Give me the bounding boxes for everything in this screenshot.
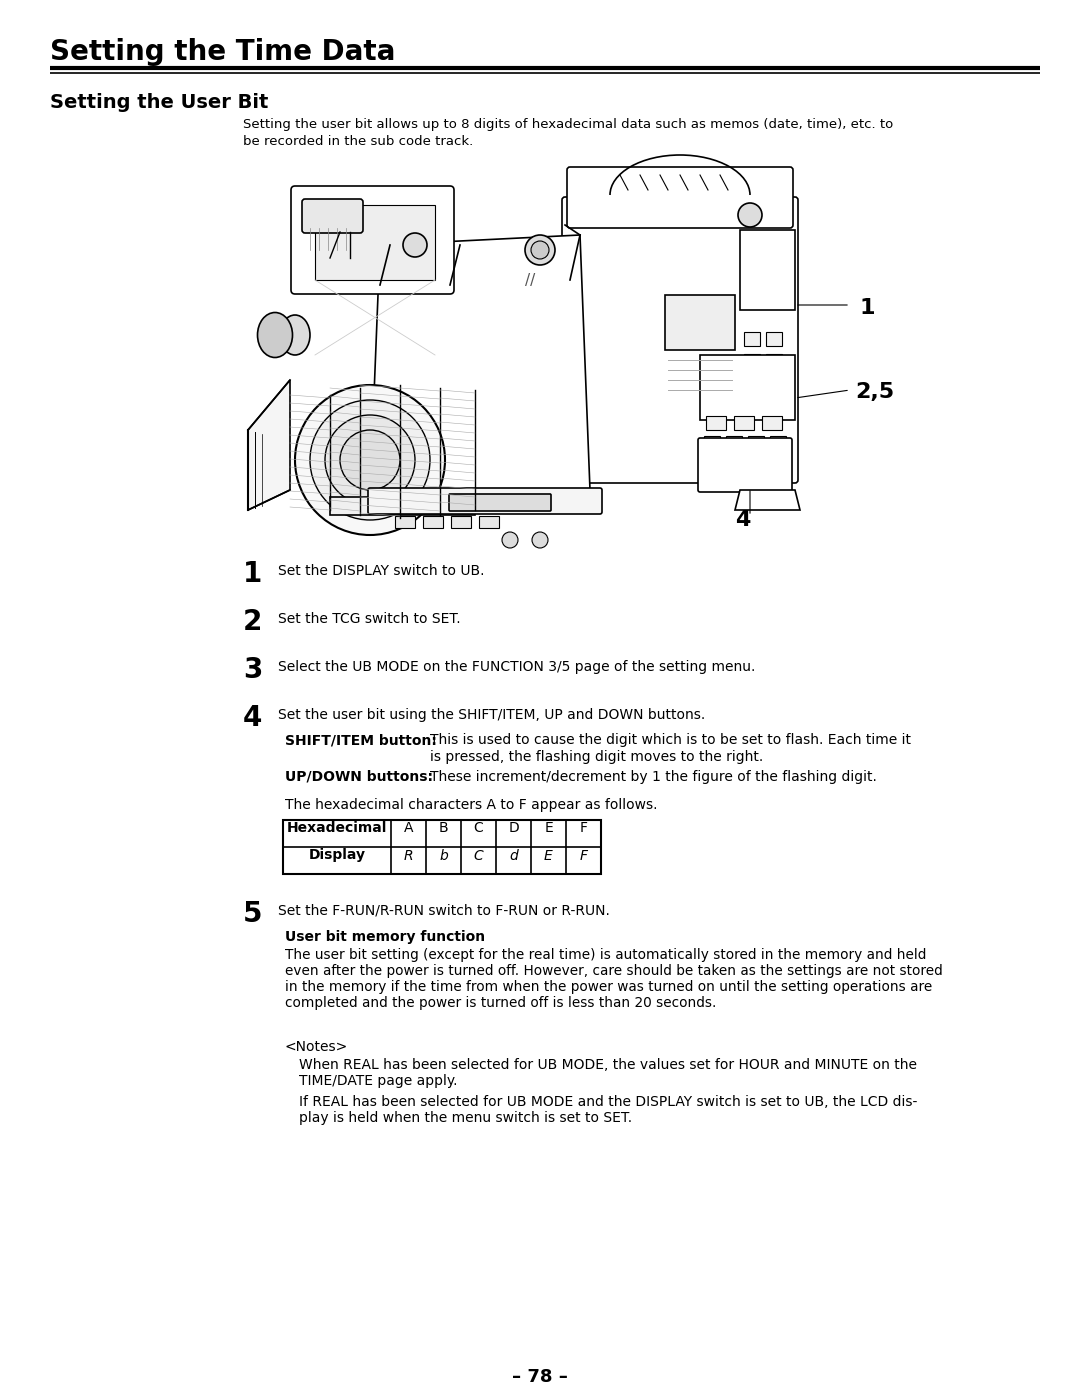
Text: C: C	[474, 848, 484, 862]
Ellipse shape	[280, 314, 310, 355]
Circle shape	[502, 532, 518, 548]
Text: User bit memory function: User bit memory function	[285, 930, 485, 944]
Text: 3: 3	[243, 657, 262, 685]
Bar	[744, 376, 760, 390]
Text: E: E	[544, 821, 553, 835]
FancyBboxPatch shape	[562, 197, 798, 483]
Bar	[700, 355, 795, 420]
Text: R: R	[404, 848, 414, 862]
Text: 5: 5	[243, 900, 262, 928]
Text: play is held when the menu switch is set to SET.: play is held when the menu switch is set…	[299, 1111, 632, 1125]
FancyBboxPatch shape	[449, 495, 551, 511]
Text: d: d	[509, 848, 518, 862]
Text: Set the TCG switch to SET.: Set the TCG switch to SET.	[278, 612, 461, 626]
Bar	[706, 416, 726, 430]
Text: UP/DOWN buttons:: UP/DOWN buttons:	[285, 770, 433, 784]
Text: The user bit setting (except for the real time) is automatically stored in the m: The user bit setting (except for the rea…	[285, 949, 927, 963]
Text: 4: 4	[243, 704, 262, 732]
FancyBboxPatch shape	[698, 439, 792, 492]
Text: TIME/DATE page apply.: TIME/DATE page apply.	[299, 1074, 458, 1088]
Text: A: A	[404, 821, 414, 835]
Text: Setting the Time Data: Setting the Time Data	[50, 38, 395, 66]
Text: F: F	[580, 821, 588, 835]
Bar	[744, 332, 760, 346]
FancyBboxPatch shape	[302, 198, 363, 233]
Circle shape	[531, 242, 549, 258]
Text: This is used to cause the digit which is to be set to flash. Each time it: This is used to cause the digit which is…	[430, 733, 912, 747]
Text: Set the F-RUN/R-RUN switch to F-RUN or R-RUN.: Set the F-RUN/R-RUN switch to F-RUN or R…	[278, 904, 610, 918]
Text: Setting the user bit allows up to 8 digits of hexadecimal data such as memos (da: Setting the user bit allows up to 8 digi…	[243, 117, 893, 131]
Bar	[480, 515, 499, 528]
Text: 1: 1	[243, 560, 262, 588]
Text: When REAL has been selected for UB MODE, the values set for HOUR and MINUTE on t: When REAL has been selected for UB MODE,…	[299, 1058, 917, 1071]
Bar	[744, 353, 760, 367]
Text: Set the DISPLAY switch to UB.: Set the DISPLAY switch to UB.	[278, 564, 485, 578]
Polygon shape	[735, 490, 800, 510]
Text: If REAL has been selected for UB MODE and the DISPLAY switch is set to UB, the L: If REAL has been selected for UB MODE an…	[299, 1095, 917, 1109]
Bar	[704, 436, 720, 450]
Text: be recorded in the sub code track.: be recorded in the sub code track.	[243, 136, 473, 148]
Bar	[762, 416, 782, 430]
Text: Hexadecimal: Hexadecimal	[287, 821, 388, 835]
Circle shape	[310, 400, 430, 520]
Text: These increment/decrement by 1 the figure of the flashing digit.: These increment/decrement by 1 the figur…	[430, 770, 877, 784]
Text: even after the power is turned off. However, care should be taken as the setting: even after the power is turned off. Howe…	[285, 964, 943, 978]
Text: Display: Display	[309, 848, 365, 862]
Circle shape	[738, 203, 762, 226]
Text: B: B	[438, 821, 448, 835]
Text: //: //	[525, 272, 535, 288]
Circle shape	[525, 235, 555, 265]
Text: D: D	[508, 821, 518, 835]
FancyBboxPatch shape	[291, 186, 454, 293]
Text: 2,5: 2,5	[855, 381, 894, 402]
Polygon shape	[248, 380, 291, 510]
Text: is pressed, the flashing digit moves to the right.: is pressed, the flashing digit moves to …	[430, 750, 764, 764]
Bar	[330, 497, 475, 515]
Text: 2: 2	[243, 608, 262, 636]
FancyBboxPatch shape	[567, 168, 793, 228]
Text: Setting the User Bit: Setting the User Bit	[50, 94, 268, 112]
Text: in the memory if the time from when the power was turned on until the setting op: in the memory if the time from when the …	[285, 981, 932, 995]
Bar	[726, 436, 742, 450]
Text: F: F	[580, 848, 588, 862]
Text: Select the UB MODE on the FUNCTION 3/5 page of the setting menu.: Select the UB MODE on the FUNCTION 3/5 p…	[278, 659, 755, 673]
Circle shape	[403, 233, 427, 257]
FancyBboxPatch shape	[368, 488, 602, 514]
Text: completed and the power is turned off is less than 20 seconds.: completed and the power is turned off is…	[285, 996, 716, 1010]
Circle shape	[532, 532, 548, 548]
Text: 4: 4	[735, 510, 751, 529]
Bar	[423, 515, 443, 528]
Circle shape	[325, 415, 415, 504]
Bar	[395, 515, 415, 528]
Bar	[740, 231, 795, 310]
Circle shape	[340, 430, 400, 490]
Text: <Notes>: <Notes>	[285, 1039, 348, 1053]
Bar	[315, 205, 435, 279]
Bar	[734, 416, 754, 430]
Text: E: E	[544, 848, 553, 862]
Bar	[748, 436, 764, 450]
Circle shape	[295, 386, 445, 535]
Bar	[451, 515, 471, 528]
Bar	[766, 353, 782, 367]
Bar	[283, 820, 600, 875]
Polygon shape	[370, 235, 590, 495]
Ellipse shape	[257, 313, 293, 358]
Text: The hexadecimal characters A to F appear as follows.: The hexadecimal characters A to F appear…	[285, 798, 658, 812]
Text: Set the user bit using the SHIFT/ITEM, UP and DOWN buttons.: Set the user bit using the SHIFT/ITEM, U…	[278, 708, 705, 722]
Bar	[766, 332, 782, 346]
Text: 1: 1	[860, 298, 876, 319]
Text: SHIFT/ITEM button:: SHIFT/ITEM button:	[285, 733, 437, 747]
Text: C: C	[474, 821, 484, 835]
Bar	[665, 295, 735, 351]
Text: b: b	[440, 848, 448, 862]
Text: – 78 –: – 78 –	[512, 1368, 568, 1386]
Bar	[770, 436, 786, 450]
Bar	[766, 376, 782, 390]
